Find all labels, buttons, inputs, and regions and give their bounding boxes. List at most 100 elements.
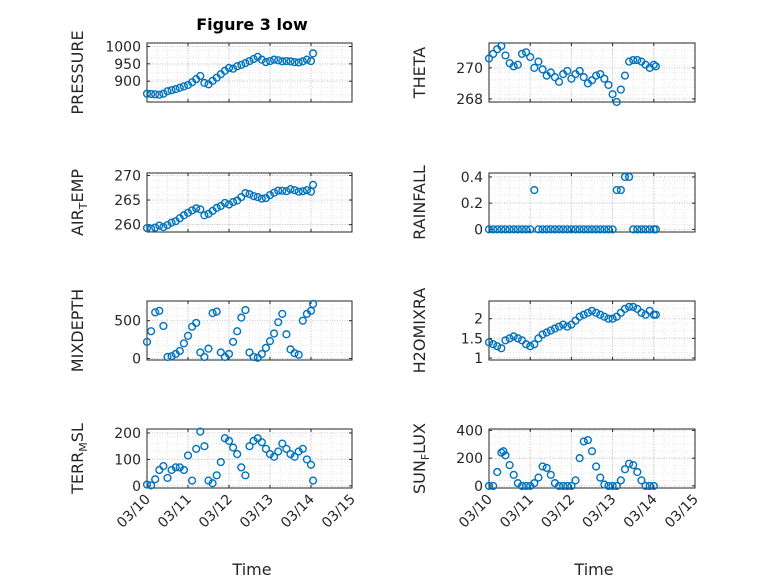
data-point [183,451,193,460]
data-point [620,172,630,182]
data-point [147,224,156,233]
subplot-h2omixra: 1 1.5 2 H2OMIXRA [410,288,696,373]
data-point [579,225,588,234]
data-point [559,481,568,491]
data-point [192,444,201,453]
data-point [233,450,242,459]
data-point [567,225,576,234]
data-point [298,316,307,325]
data-point [224,63,234,73]
data-point [546,326,555,335]
data-point [302,455,312,464]
data-point [167,352,176,361]
data-point [509,62,518,71]
y-axis-label: TERRMSL [68,423,90,495]
data-point [179,82,189,91]
data-point [571,225,580,234]
y-tick-label: 0 [474,222,483,238]
data-point [229,64,238,73]
data-point [538,225,547,234]
data-point [538,462,547,471]
y-tick-label: 1000 [105,39,141,55]
data-point [257,438,266,447]
data-point [274,56,283,65]
y-axis-label: AIRTEMP [68,169,90,236]
data-point [163,352,172,362]
data-point [559,320,568,329]
data-point [265,450,275,459]
axes-frame [146,172,353,233]
data-point [179,211,189,220]
data-point [633,467,642,477]
data-point [216,348,225,357]
data-point [645,481,654,491]
data-point [637,476,646,485]
data-point [151,308,160,317]
data-point [241,471,250,480]
data-point [155,90,164,99]
data-point [204,344,213,353]
data-point [567,481,576,491]
data-point [224,349,234,359]
data-point [220,434,230,443]
data-point [142,337,152,346]
y-tick-label: 0 [132,351,141,367]
data-point [575,454,584,463]
data-point [302,55,312,64]
data-point [290,186,299,195]
data-point [192,318,201,328]
data-point [651,62,660,71]
data-point [159,89,168,98]
data-point [261,444,271,453]
subplot-rainfall: 0 0.2 0.4 RAINFALL [410,165,696,240]
data-point [575,225,584,234]
data-point [489,340,498,349]
data-point [270,55,279,64]
data-point [212,203,221,213]
data-point [274,186,283,195]
data-point [501,51,510,60]
axes-frame [146,428,353,489]
data-point [208,309,217,318]
data-point [270,452,279,461]
data-point [294,187,303,196]
x-axis-label-right: Time [573,560,613,579]
data-point [517,481,527,491]
data-point [534,225,543,234]
data-point [596,310,605,319]
data-point [624,172,634,182]
data-point [286,450,295,459]
data-point [596,473,605,482]
data-point [294,58,303,67]
data-point [649,481,658,491]
data-point [286,57,295,66]
data-point [257,349,266,359]
data-point [167,86,176,95]
data-point [306,56,316,66]
data-point [489,481,498,491]
data-point [179,339,189,348]
data-point [249,192,258,201]
data-point [163,473,172,483]
data-point [608,90,617,99]
data-point [587,76,597,85]
data-point [270,329,279,338]
data-point [612,97,621,107]
data-point [592,308,601,317]
data-point [501,336,510,345]
data-point [278,186,287,195]
y-axis-label: PRESSURE [68,30,87,114]
data-point [493,342,502,351]
data-point [538,330,547,339]
data-point [183,331,193,340]
data-point [505,460,514,470]
data-point [530,185,539,195]
data-point [530,63,539,72]
data-point [484,225,494,234]
data-point [641,225,650,234]
data-point [505,334,514,343]
data-point [546,225,555,234]
axes-frame [488,300,696,361]
data-point [575,66,584,76]
